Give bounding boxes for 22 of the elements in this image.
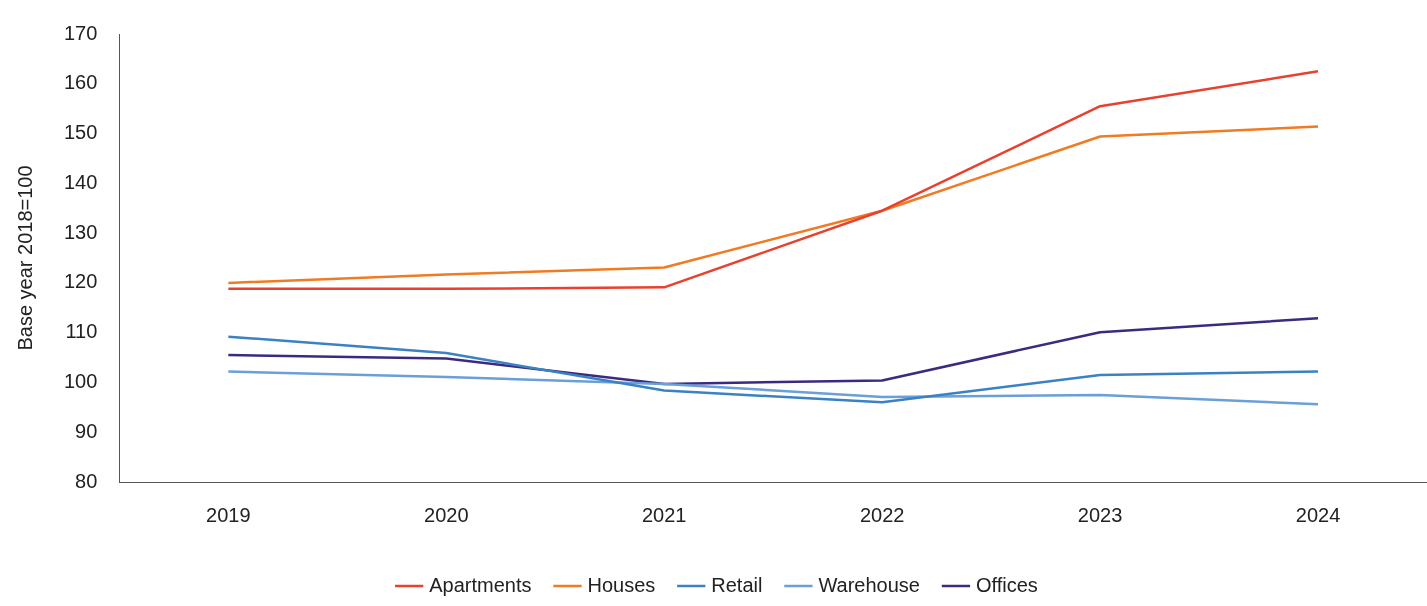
legend-label: Warehouse (818, 573, 920, 596)
x-tick-label: 2024 (1295, 503, 1341, 526)
y-axis-title: Base year 2018=100 (13, 165, 36, 351)
x-tick-label: 2020 (424, 503, 469, 526)
y-tick-label: 120 (63, 270, 98, 293)
legend-label: Retail (711, 573, 763, 596)
legend-label: Offices (975, 573, 1038, 596)
y-tick-label: 170 (63, 21, 98, 44)
x-tick-label: 2022 (859, 503, 905, 526)
y-tick-label: 90 (75, 419, 98, 442)
y-tick-label: 150 (63, 121, 98, 144)
y-tick-label: 110 (65, 320, 98, 343)
legend-label: Apartments (429, 573, 532, 596)
legend-label: Houses (587, 573, 656, 596)
y-tick-label: 80 (75, 469, 98, 492)
x-tick-label: 2023 (1077, 503, 1123, 526)
y-tick-label: 130 (63, 220, 98, 243)
y-tick-label: 140 (63, 170, 98, 193)
x-tick-label: 2019 (206, 503, 251, 526)
y-tick-label: 160 (63, 71, 98, 94)
y-tick-label: 100 (63, 369, 98, 392)
x-tick-label: 2021 (641, 503, 687, 526)
